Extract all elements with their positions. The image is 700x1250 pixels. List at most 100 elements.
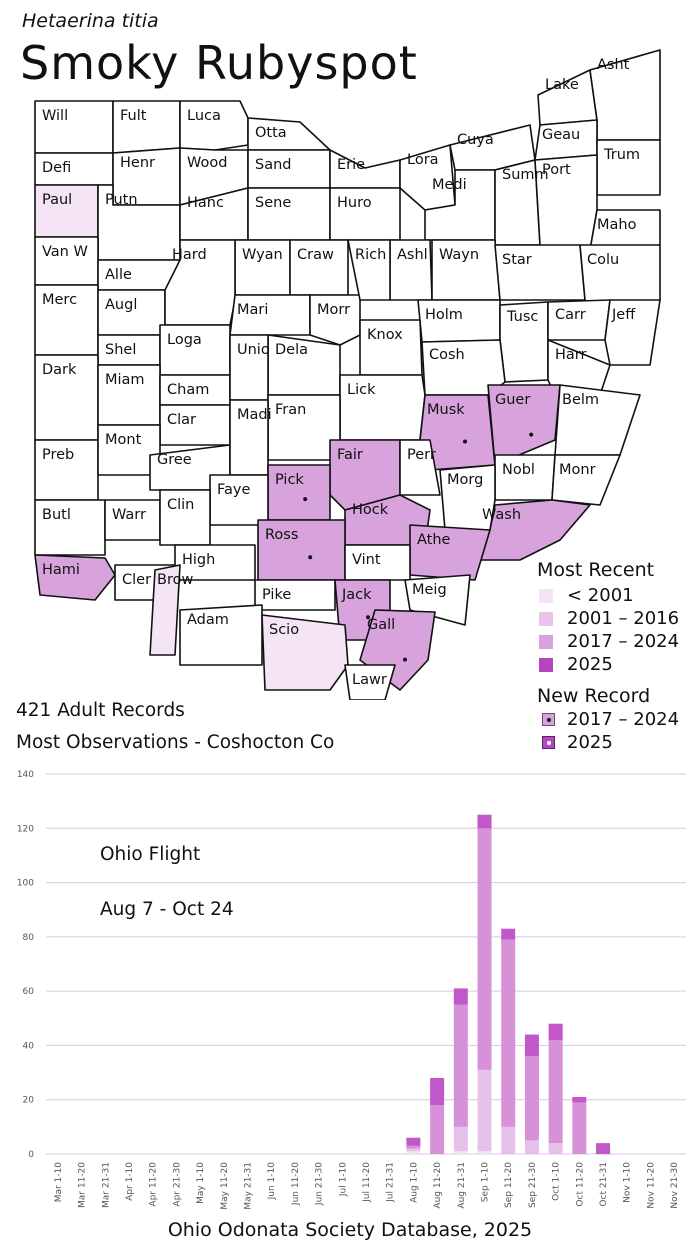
county-label: Warr (112, 507, 146, 523)
county-label: Shel (105, 342, 136, 358)
county-label: Knox (367, 327, 403, 343)
county-guer (487, 384, 561, 466)
county-adam (179, 604, 263, 666)
county-label: Butl (42, 507, 71, 523)
county-pike (254, 579, 336, 611)
x-tick-label: Oct 21-31 (599, 1162, 609, 1207)
county-label: Tusc (506, 309, 538, 325)
new-record-marker (366, 615, 370, 620)
county-label: Putn (105, 192, 138, 208)
county-label: Meig (412, 582, 447, 598)
county-label: Cham (167, 382, 209, 398)
county-label: Holm (425, 307, 463, 323)
county-label: Trum (603, 147, 640, 163)
county-label: Loga (167, 332, 202, 348)
bar-segment (548, 1143, 563, 1154)
county-label: Colu (587, 252, 619, 268)
legend-item: 2025 (537, 732, 679, 753)
county-scio (261, 614, 349, 691)
county-label: Hard (172, 247, 207, 263)
county-label: Miam (105, 372, 145, 388)
county-label: Van W (42, 244, 88, 260)
county-label: Alle (105, 267, 132, 283)
county-label: Wood (187, 155, 227, 171)
x-tick-label: Mar 21-31 (101, 1162, 111, 1208)
county-morr (309, 294, 361, 346)
county-perr (399, 439, 441, 496)
county-label: Unio (237, 342, 270, 358)
legend-item: 2001 – 2016 (537, 608, 679, 629)
flight-period-chart: 0 20 40 60 80 100 120 140 Mar 1-10 Mar 11-20 Mar … (17, 770, 686, 1210)
county-label: Lora (407, 152, 439, 168)
y-tick-label: 0 (28, 1150, 34, 1160)
county-label: Defi (42, 160, 71, 176)
county-label: Brow (157, 572, 193, 588)
county-label: Morg (447, 472, 483, 488)
x-tick-label: Nov 21-30 (670, 1162, 680, 1209)
x-tick-label: Oct 1-10 (552, 1162, 562, 1201)
county-label: High (182, 552, 215, 568)
county-label: Gall (367, 617, 395, 633)
county-label: Sene (255, 195, 291, 211)
county-will (34, 100, 114, 154)
county-label: Morr (317, 302, 350, 318)
source-footer: Ohio Odonata Society Database, 2025 (167, 1219, 533, 1241)
x-tick-label: Sep 1-10 (481, 1162, 491, 1203)
county-label: Paul (42, 192, 72, 208)
flight-range: Aug 7 - Oct 24 (100, 899, 234, 920)
legend-swatch-pre2001 (539, 588, 553, 603)
legend-label: < 2001 (567, 585, 634, 606)
bar-segment (406, 1148, 421, 1152)
bar-segment (572, 1102, 587, 1154)
county-label: Fair (337, 447, 363, 463)
county-label: Maho (597, 217, 637, 233)
x-tick-label: Nov 1-10 (623, 1162, 633, 1203)
county-label: Will (42, 108, 68, 124)
legend-item: 2017 – 2024 (537, 709, 679, 730)
county-label: Rich (355, 247, 386, 263)
county-label: Craw (297, 247, 334, 263)
county-merc (34, 284, 99, 356)
county-label: Adam (187, 612, 229, 628)
county-defi (34, 152, 114, 186)
county-label: Luca (187, 108, 221, 124)
x-tick-label: Jun 21-30 (315, 1162, 325, 1206)
new-record-marker (469, 372, 474, 377)
county-label: Athe (417, 532, 451, 548)
county-label: Nobl (502, 462, 535, 478)
county-label: Hanc (187, 195, 224, 211)
county-label: Fran (275, 402, 306, 418)
county-label: Sand (255, 157, 291, 173)
x-tick-label: May 21-31 (243, 1162, 253, 1210)
new-record-marker (470, 275, 475, 280)
y-tick-label: 40 (23, 1041, 35, 1051)
county-label: Lawr (352, 672, 387, 688)
county-label: Jeff (611, 307, 636, 323)
new-record-marker (529, 432, 534, 437)
bar-segment (548, 1040, 563, 1144)
bar-segment (406, 1137, 421, 1146)
county-label: Huro (337, 195, 372, 211)
county-label: Faye (217, 482, 250, 498)
bar-segment (477, 814, 492, 829)
legend-dot-2017-2024 (542, 713, 555, 726)
county-tusc (499, 301, 549, 383)
legend-label: 2001 – 2016 (567, 608, 680, 629)
x-tick-label: Apr 21-30 (172, 1162, 182, 1207)
county-label: Cosh (429, 347, 465, 363)
new-record-marker (465, 324, 470, 329)
county-label: Henr (120, 155, 155, 171)
bar-segment (453, 1004, 468, 1127)
county-vanw (34, 236, 99, 286)
x-tick-label: Jul 21-31 (386, 1162, 396, 1203)
county-label: Dark (42, 362, 77, 378)
county-label: Preb (42, 447, 74, 463)
x-tick-label: Apr 11-20 (149, 1162, 159, 1207)
y-tick-label: 120 (17, 824, 34, 834)
county-label: Mari (237, 302, 268, 318)
bar-segment (596, 1143, 611, 1154)
x-tick-label: Jun 1-10 (267, 1162, 277, 1201)
county-label: Pike (262, 587, 291, 603)
bar-segment (406, 1151, 421, 1154)
county-label: Geau (542, 127, 580, 143)
